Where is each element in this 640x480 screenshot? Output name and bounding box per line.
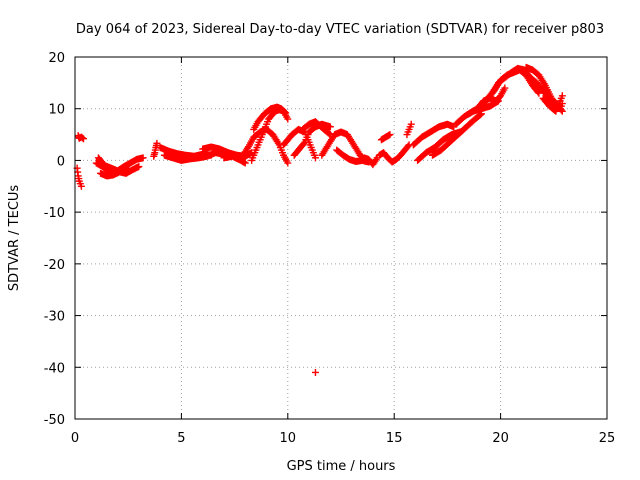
x-tick-label: 10 — [280, 431, 297, 446]
data-point — [534, 88, 542, 96]
x-tick-label: 5 — [177, 431, 185, 446]
data-point — [153, 139, 161, 147]
chart-title: Day 064 of 2023, Sidereal Day-to-day VTE… — [76, 22, 604, 37]
grid — [75, 57, 607, 419]
data-point — [535, 89, 543, 97]
plot-frame — [74, 56, 608, 420]
data-point — [325, 130, 333, 138]
x-tick-label: 0 — [71, 431, 79, 446]
data-point — [281, 108, 289, 116]
data-point — [282, 109, 290, 117]
data-point — [311, 368, 319, 376]
data-point — [558, 92, 566, 100]
data-series — [73, 63, 566, 376]
data-point — [501, 84, 509, 92]
data-point — [311, 154, 319, 162]
x-tick-label: 20 — [492, 431, 509, 446]
data-point — [300, 140, 308, 148]
x-tick-label: 15 — [386, 431, 403, 446]
data-point — [326, 123, 334, 131]
y-tick-label: -10 — [44, 206, 65, 221]
data-point — [241, 159, 249, 167]
y-tick-label: 0 — [57, 154, 65, 169]
y-tick-label: 10 — [48, 103, 65, 118]
data-point — [386, 131, 394, 139]
y-tick-label: 20 — [48, 51, 65, 66]
data-point — [284, 159, 292, 167]
y-tick-label: -50 — [44, 413, 65, 428]
data-point — [80, 135, 88, 143]
y-tick-label: -40 — [44, 361, 65, 376]
data-point — [284, 115, 292, 123]
x-tick-label: 25 — [599, 431, 616, 446]
data-point — [135, 163, 143, 171]
x-axis-label: GPS time / hours — [287, 459, 396, 474]
y-tick-label: -20 — [44, 258, 65, 273]
axis-ticks: 0 5 10 15 20 25 -50 -40 -30 -20 -10 0 10 20 — [44, 51, 616, 446]
data-point — [78, 134, 86, 142]
y-tick-label: -30 — [44, 310, 65, 325]
y-axis-label: SDTVAR / TECUs — [7, 185, 22, 292]
data-point — [77, 182, 85, 190]
data-point — [139, 154, 147, 162]
data-point — [407, 120, 415, 128]
data-point — [404, 142, 412, 150]
